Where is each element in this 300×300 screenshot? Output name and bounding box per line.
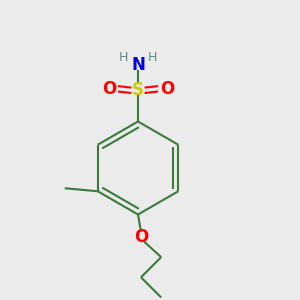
Text: O: O bbox=[134, 228, 148, 246]
Text: H: H bbox=[148, 50, 157, 64]
Text: S: S bbox=[132, 81, 144, 99]
Text: O: O bbox=[160, 80, 174, 98]
Text: O: O bbox=[102, 80, 116, 98]
Text: H: H bbox=[119, 50, 128, 64]
Text: N: N bbox=[131, 56, 145, 74]
